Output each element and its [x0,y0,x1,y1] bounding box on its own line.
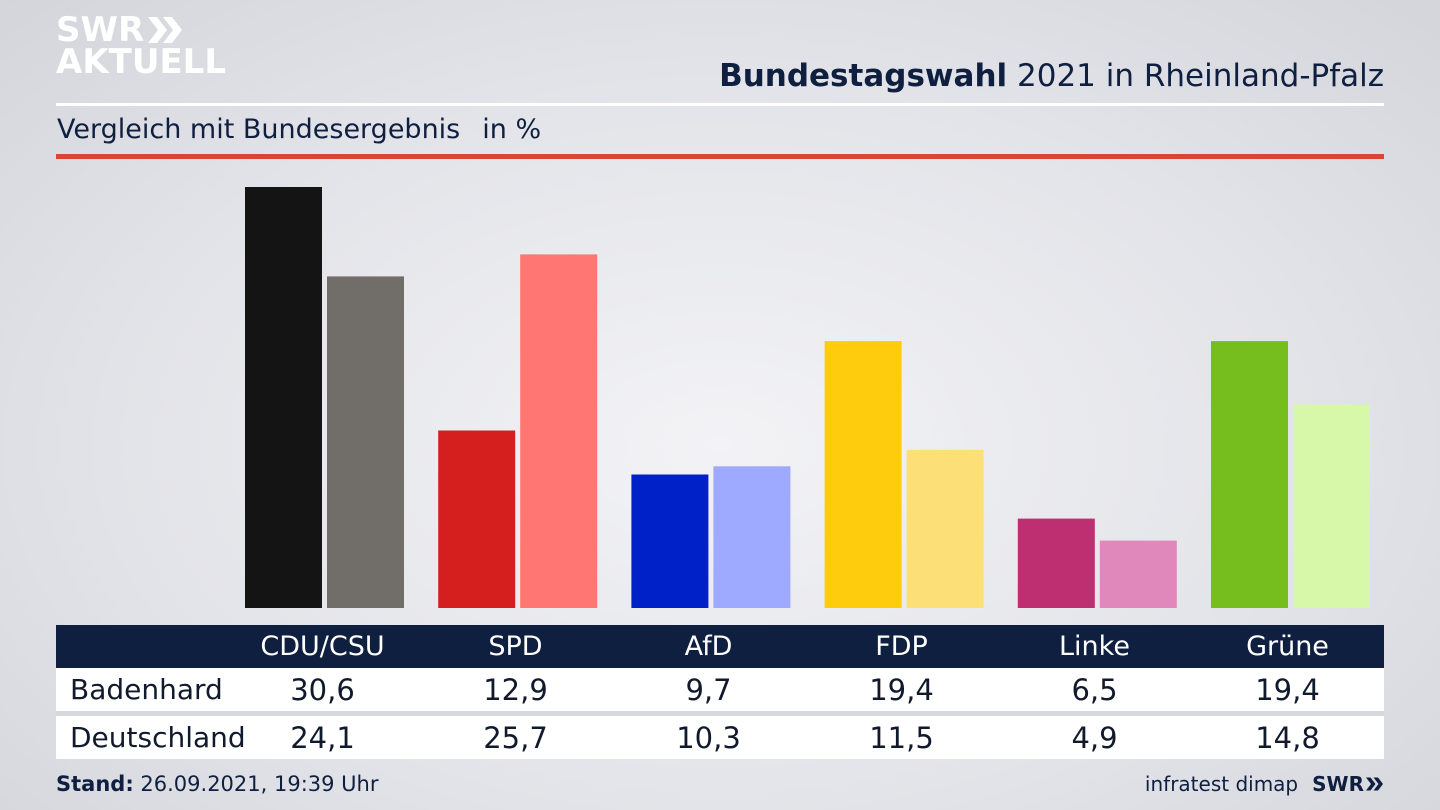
timestamp: Stand: 26.09.2021, 19:39 Uhr [56,772,379,796]
data-label: 19,4 [1191,668,1384,714]
table-row: Deutschland 24,1 25,7 10,3 11,5 4,9 14,8 [56,711,1384,759]
bar-cdu-csu-badenhard [245,187,322,608]
chart-subtitle: Vergleich mit Bundesergebnis in % [57,114,541,145]
title-rest: 2021 in Rheinland-Pfalz [1007,58,1384,94]
bar-afd-deutschland [713,466,791,608]
data-label: 14,8 [1191,711,1384,759]
category-label: SPD [419,625,612,668]
chart-title: Bundestagswahl 2021 in Rheinland-Pfalz [719,58,1384,94]
source-text: infratest dimap [1144,772,1299,796]
bar-fdp-deutschland [906,449,984,608]
bar-linke-deutschland [1099,540,1177,608]
stand-value: 26.09.2021, 19:39 Uhr [133,772,379,796]
data-label: 9,7 [612,668,805,714]
bar-afd-badenhard [631,474,709,608]
bar-linke-badenhard [1017,518,1095,608]
data-label: 25,7 [419,711,612,759]
bar-fdp-badenhard [824,341,902,608]
accent-divider [56,154,1384,159]
source-credit: infratest dimap SWR [1145,772,1384,796]
stand-label: Stand: [56,772,134,796]
bar-cdu-csu-deutschland [327,276,404,608]
bar-spd-deutschland [520,254,598,608]
category-label: Linke [998,625,1191,668]
results-table: CDU/CSU SPD AfD FDP Linke Grüne Badenhard 30,… [56,625,1384,759]
logo-line-2: AKTUELL [56,42,227,83]
data-label: 12,9 [419,668,612,714]
title-divider [56,103,1384,106]
row-label: Badenhard [56,668,226,714]
logo-line-1: SWR [56,10,145,50]
bar-gr-ne-deutschland [1293,404,1370,608]
category-label: AfD [612,625,805,668]
table-corner [56,625,226,668]
row-label: Deutschland [56,711,246,759]
table-header-row: CDU/CSU SPD AfD FDP Linke Grüne [56,625,1384,668]
data-label: 24,1 [226,711,419,759]
data-label: 19,4 [805,668,998,714]
category-label: FDP [805,625,998,668]
swr-aktuell-logo: SWR AKTUELL [56,10,227,83]
bar-gr-ne-badenhard [1211,341,1288,608]
category-label: Grüne [1191,625,1384,668]
chevrons-icon [1366,777,1383,791]
data-label: 11,5 [805,711,998,759]
data-label: 30,6 [226,668,419,714]
chevrons-icon [148,17,183,44]
table-row: Badenhard 30,6 12,9 9,7 19,4 6,5 19,4 [56,668,1384,714]
subtitle-text: Vergleich mit Bundesergebnis [57,114,461,145]
data-label: 10,3 [612,711,805,759]
bar-spd-badenhard [438,430,516,608]
data-label: 6,5 [998,668,1191,714]
data-label: 4,9 [998,711,1191,759]
title-bold: Bundestagswahl [719,58,1008,94]
subtitle-unit: in % [482,114,542,145]
swr-brand: SWR [1312,772,1364,796]
category-label: CDU/CSU [226,625,419,668]
